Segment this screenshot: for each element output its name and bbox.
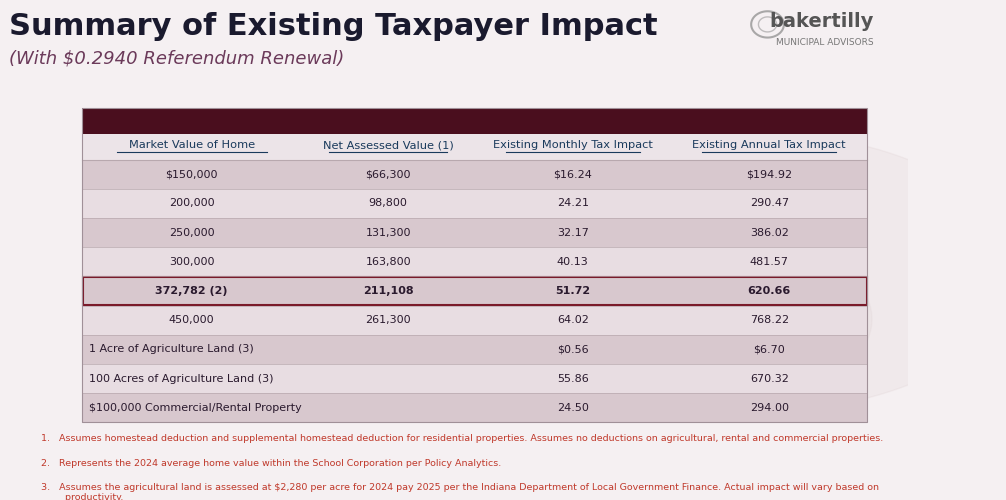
Text: 200,000: 200,000 (169, 198, 214, 208)
Text: 670.32: 670.32 (749, 374, 789, 384)
Text: 163,800: 163,800 (365, 257, 411, 267)
Text: 261,300: 261,300 (365, 316, 411, 326)
Text: 64.02: 64.02 (557, 316, 589, 326)
Text: Existing Monthly Tax Impact: Existing Monthly Tax Impact (493, 140, 653, 150)
Text: 51.72: 51.72 (555, 286, 591, 296)
FancyBboxPatch shape (81, 276, 867, 306)
Text: $0.56: $0.56 (557, 344, 589, 354)
Text: 1.   Assumes homestead deduction and supplemental homestead deduction for reside: 1. Assumes homestead deduction and suppl… (41, 434, 883, 443)
Text: MUNICIPAL ADVISORS: MUNICIPAL ADVISORS (777, 38, 874, 48)
Text: 620.66: 620.66 (747, 286, 791, 296)
Text: 100 Acres of Agriculture Land (3): 100 Acres of Agriculture Land (3) (89, 374, 274, 384)
FancyBboxPatch shape (81, 335, 867, 364)
FancyBboxPatch shape (81, 134, 867, 160)
Text: $150,000: $150,000 (166, 169, 218, 179)
Text: 32.17: 32.17 (557, 228, 589, 237)
FancyBboxPatch shape (81, 306, 867, 335)
FancyBboxPatch shape (81, 394, 867, 422)
Text: 98,800: 98,800 (369, 198, 407, 208)
Text: 40.13: 40.13 (557, 257, 589, 267)
Text: 300,000: 300,000 (169, 257, 214, 267)
Text: 55.86: 55.86 (557, 374, 589, 384)
Text: bakertilly: bakertilly (770, 12, 874, 30)
Text: 386.02: 386.02 (749, 228, 789, 237)
FancyBboxPatch shape (81, 218, 867, 247)
Text: $16.24: $16.24 (553, 169, 593, 179)
Text: 2.   Represents the 2024 average home value within the School Corporation per Po: 2. Represents the 2024 average home valu… (41, 458, 501, 468)
Text: 481.57: 481.57 (749, 257, 789, 267)
Text: $100,000 Commercial/Rental Property: $100,000 Commercial/Rental Property (89, 403, 302, 413)
Text: 250,000: 250,000 (169, 228, 214, 237)
Circle shape (509, 226, 872, 413)
Text: Existing Annual Tax Impact: Existing Annual Tax Impact (692, 140, 846, 150)
FancyBboxPatch shape (81, 108, 867, 134)
FancyBboxPatch shape (81, 189, 867, 218)
Text: Market Value of Home: Market Value of Home (129, 140, 255, 150)
FancyBboxPatch shape (81, 160, 867, 189)
FancyBboxPatch shape (81, 247, 867, 276)
Text: 24.21: 24.21 (556, 198, 589, 208)
Text: 211,108: 211,108 (363, 286, 413, 296)
Text: 24.50: 24.50 (557, 403, 589, 413)
Text: 768.22: 768.22 (749, 316, 789, 326)
Text: 1 Acre of Agriculture Land (3): 1 Acre of Agriculture Land (3) (89, 344, 254, 354)
Text: 131,300: 131,300 (365, 228, 410, 237)
Text: 450,000: 450,000 (169, 316, 214, 326)
Text: Net Assessed Value (1): Net Assessed Value (1) (323, 140, 454, 150)
Text: 372,782 (2): 372,782 (2) (156, 286, 228, 296)
Text: $6.70: $6.70 (753, 344, 785, 354)
Text: $194.92: $194.92 (746, 169, 793, 179)
Text: 294.00: 294.00 (749, 403, 789, 413)
Text: (With $0.2940 Referendum Renewal): (With $0.2940 Referendum Renewal) (9, 50, 344, 68)
Text: Summary of Existing Taxpayer Impact: Summary of Existing Taxpayer Impact (9, 12, 658, 40)
Text: 3.   Assumes the agricultural land is assessed at $2,280 per acre for 2024 pay 2: 3. Assumes the agricultural land is asse… (41, 483, 879, 500)
FancyBboxPatch shape (81, 364, 867, 394)
Text: $66,300: $66,300 (365, 169, 410, 179)
Circle shape (473, 132, 1006, 413)
Text: 290.47: 290.47 (749, 198, 789, 208)
